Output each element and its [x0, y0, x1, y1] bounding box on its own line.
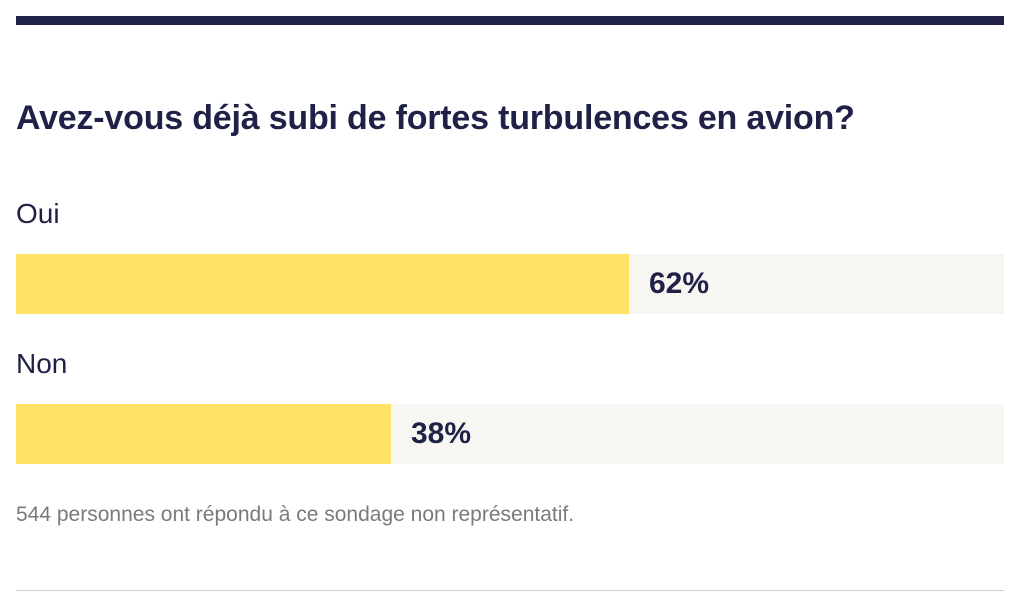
bar-track-oui: 62%: [16, 254, 1004, 314]
poll-footnote: 544 personnes ont répondu à ce sondage n…: [16, 503, 575, 526]
poll-question: Avez-vous déjà subi de fortes turbulence…: [16, 99, 855, 137]
bar-value-oui: 62%: [649, 267, 710, 300]
poll-answers: Oui 62% Non 38%: [16, 192, 1004, 492]
answer-label-oui: Oui: [16, 198, 60, 229]
bottom-rule: [16, 590, 1004, 591]
answer-non: Non 38%: [16, 342, 1004, 492]
bar-value-non: 38%: [411, 417, 472, 450]
answer-oui: Oui 62%: [16, 192, 1004, 342]
bar-fill-non: [16, 404, 391, 464]
bar-fill-oui: [16, 254, 629, 314]
bar-track-non: 38%: [16, 404, 1004, 464]
answer-label-non: Non: [16, 348, 68, 379]
top-rule: [16, 16, 1004, 25]
